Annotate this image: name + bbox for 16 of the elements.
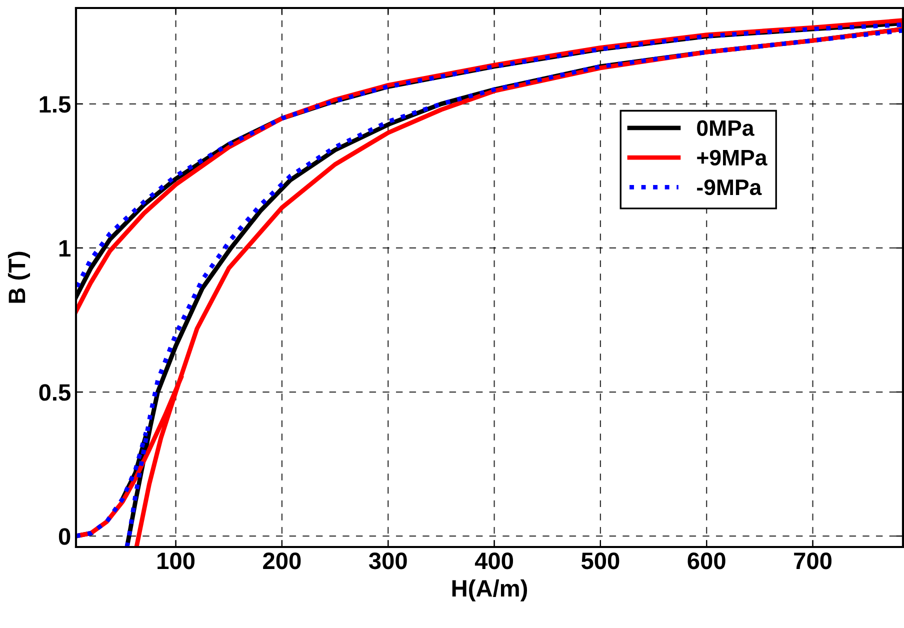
legend-label: -9MPa [697,179,762,196]
y-tick-label: 1.5 [40,96,70,113]
y-tick-label: 0 [58,528,70,545]
x-tick-label: 500 [581,552,620,570]
y-tick-label: 0.5 [39,384,70,401]
x-tick-label: 700 [794,552,832,570]
x-axis-title: H(A/m) [452,579,528,602]
x-tick-label: 600 [688,552,726,570]
x-tick-label: 100 [158,552,195,570]
legend-label: 0MPa [697,120,754,136]
x-tick-label: 300 [368,552,407,570]
legend-label: +9MPa [697,150,768,166]
y-axis-title: B (T) [8,252,30,303]
x-tick-label: 200 [263,552,301,570]
x-tick-label: 400 [474,552,514,570]
y-tick-label: 1 [59,240,70,257]
